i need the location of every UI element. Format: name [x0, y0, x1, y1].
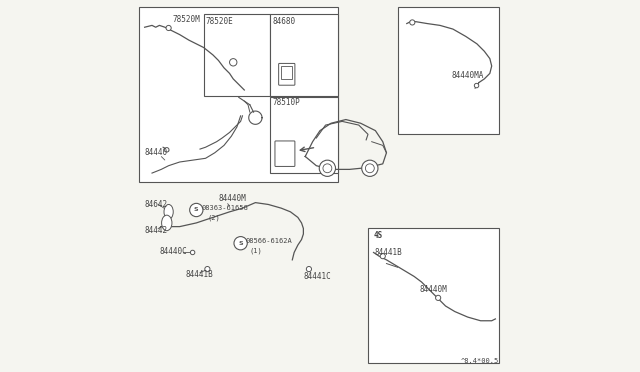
Ellipse shape: [164, 205, 173, 219]
Circle shape: [191, 250, 195, 255]
Text: 84440C: 84440C: [159, 247, 187, 256]
Text: 84440: 84440: [145, 148, 168, 157]
Circle shape: [323, 164, 332, 173]
Text: S: S: [194, 208, 198, 212]
Circle shape: [380, 254, 385, 259]
Text: 84440M: 84440M: [420, 285, 447, 294]
Text: 84680: 84680: [272, 17, 295, 26]
Text: 4S: 4S: [374, 231, 383, 240]
Circle shape: [189, 203, 203, 217]
Text: 08566-6162A: 08566-6162A: [245, 238, 292, 244]
Ellipse shape: [162, 215, 172, 231]
Bar: [270, 97, 339, 173]
Text: ^8.4*00.5: ^8.4*00.5: [460, 358, 499, 365]
Bar: [281, 66, 292, 79]
Circle shape: [474, 83, 479, 88]
Text: 84440M: 84440M: [218, 195, 246, 203]
Text: 84642: 84642: [145, 200, 168, 209]
Text: 84441C: 84441C: [303, 272, 331, 281]
Text: 84441B: 84441B: [374, 248, 403, 257]
Circle shape: [234, 237, 247, 250]
Text: 78520E: 78520E: [205, 17, 234, 26]
Text: 78510P: 78510P: [272, 99, 300, 108]
Text: (2): (2): [207, 214, 220, 221]
Circle shape: [307, 266, 312, 272]
FancyBboxPatch shape: [278, 63, 295, 85]
Circle shape: [164, 148, 169, 152]
Text: 08363-6165G: 08363-6165G: [201, 205, 248, 211]
Circle shape: [205, 266, 210, 272]
FancyBboxPatch shape: [275, 141, 295, 166]
Bar: [204, 14, 270, 96]
Bar: [270, 14, 339, 96]
Text: 84441B: 84441B: [185, 270, 213, 279]
Circle shape: [230, 59, 237, 66]
Circle shape: [436, 295, 441, 301]
Bar: [139, 7, 339, 182]
Text: 84442: 84442: [145, 226, 168, 235]
Circle shape: [365, 164, 374, 173]
Text: S: S: [238, 241, 243, 246]
Bar: [397, 7, 499, 134]
Circle shape: [319, 160, 335, 176]
Text: 78520M: 78520M: [172, 15, 200, 24]
Text: 84440MA: 84440MA: [451, 71, 483, 80]
Text: (1): (1): [250, 247, 262, 254]
Circle shape: [166, 25, 172, 31]
Circle shape: [410, 20, 415, 25]
Bar: [368, 228, 499, 363]
Circle shape: [362, 160, 378, 176]
